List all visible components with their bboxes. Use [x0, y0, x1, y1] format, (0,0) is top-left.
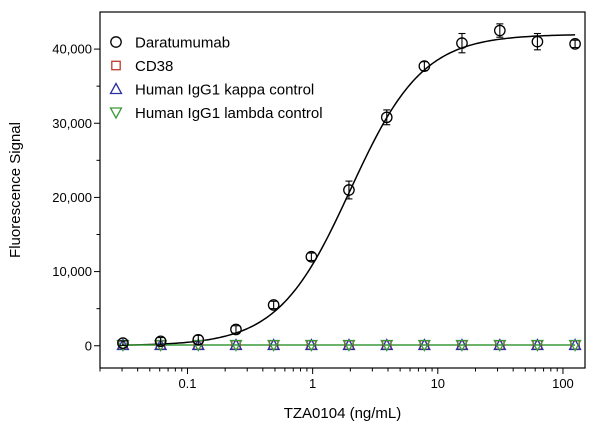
point-human-igg1-lambda-control — [342, 339, 356, 352]
y-tick-label: 0 — [85, 338, 92, 353]
y-tick-label: 40,000 — [52, 42, 92, 57]
legend-label-human-igg1-lambda-control: Human IgG1 lambda control — [135, 105, 323, 122]
legend-label-cd38: CD38 — [135, 58, 173, 75]
point-human-igg1-lambda-control — [417, 339, 431, 352]
point-daratumumab — [192, 333, 205, 346]
point-daratumumab — [305, 250, 318, 263]
point-daratumumab — [343, 184, 355, 196]
legend-marker-human-igg1-kappa-control — [109, 82, 123, 95]
legend-marker-cd38 — [111, 60, 121, 71]
point-human-igg1-lambda-control — [304, 339, 318, 352]
x-axis-title: TZA0104 (ng/mL) — [284, 405, 402, 422]
legend-marker-human-igg1-lambda-control — [109, 107, 123, 120]
point-human-igg1-lambda-control — [380, 339, 394, 352]
point-human-igg1-lambda-control — [267, 339, 281, 352]
x-tick-label: 100 — [552, 376, 574, 391]
y-tick-label: 30,000 — [52, 116, 92, 131]
y-axis-title: Fluorescence Signal — [7, 122, 24, 258]
point-daratumumab — [230, 323, 242, 336]
point-daratumumab — [493, 24, 506, 37]
legend-label-daratumumab: Daratumumab — [135, 35, 230, 52]
point-human-igg1-lambda-control — [568, 339, 582, 352]
point-daratumumab — [267, 299, 280, 311]
point-human-igg1-lambda-control — [455, 339, 469, 352]
legend: Daratumumab CD38 Human IgG1 kappa control H… — [109, 35, 323, 122]
legend-label-human-igg1-kappa-control: Human IgG1 kappa control — [135, 82, 314, 99]
point-daratumumab — [154, 335, 167, 348]
ticks-layer: 0.1 1 10 100 0 10,000 20,000 30,000 40,000 — [52, 42, 574, 391]
point-daratumumab — [531, 35, 544, 48]
point-daratumumab — [117, 337, 129, 350]
point-daratumumab — [418, 60, 431, 72]
plot-frame — [99, 11, 586, 369]
x-tick-label: 10 — [431, 376, 445, 391]
point-human-igg1-lambda-control — [530, 339, 545, 352]
x-tick-label: 1 — [309, 376, 316, 391]
point-daratumumab — [569, 38, 581, 50]
y-tick-label: 10,000 — [52, 264, 92, 279]
x-tick-label: 0.1 — [178, 376, 196, 391]
points-layer — [116, 23, 582, 352]
point-human-igg1-lambda-control — [229, 339, 243, 352]
legend-marker-daratumumab — [110, 36, 122, 48]
point-human-igg1-lambda-control — [493, 339, 507, 352]
point-daratumumab — [380, 111, 393, 124]
y-tick-label: 20,000 — [52, 190, 92, 205]
point-daratumumab — [456, 37, 468, 50]
